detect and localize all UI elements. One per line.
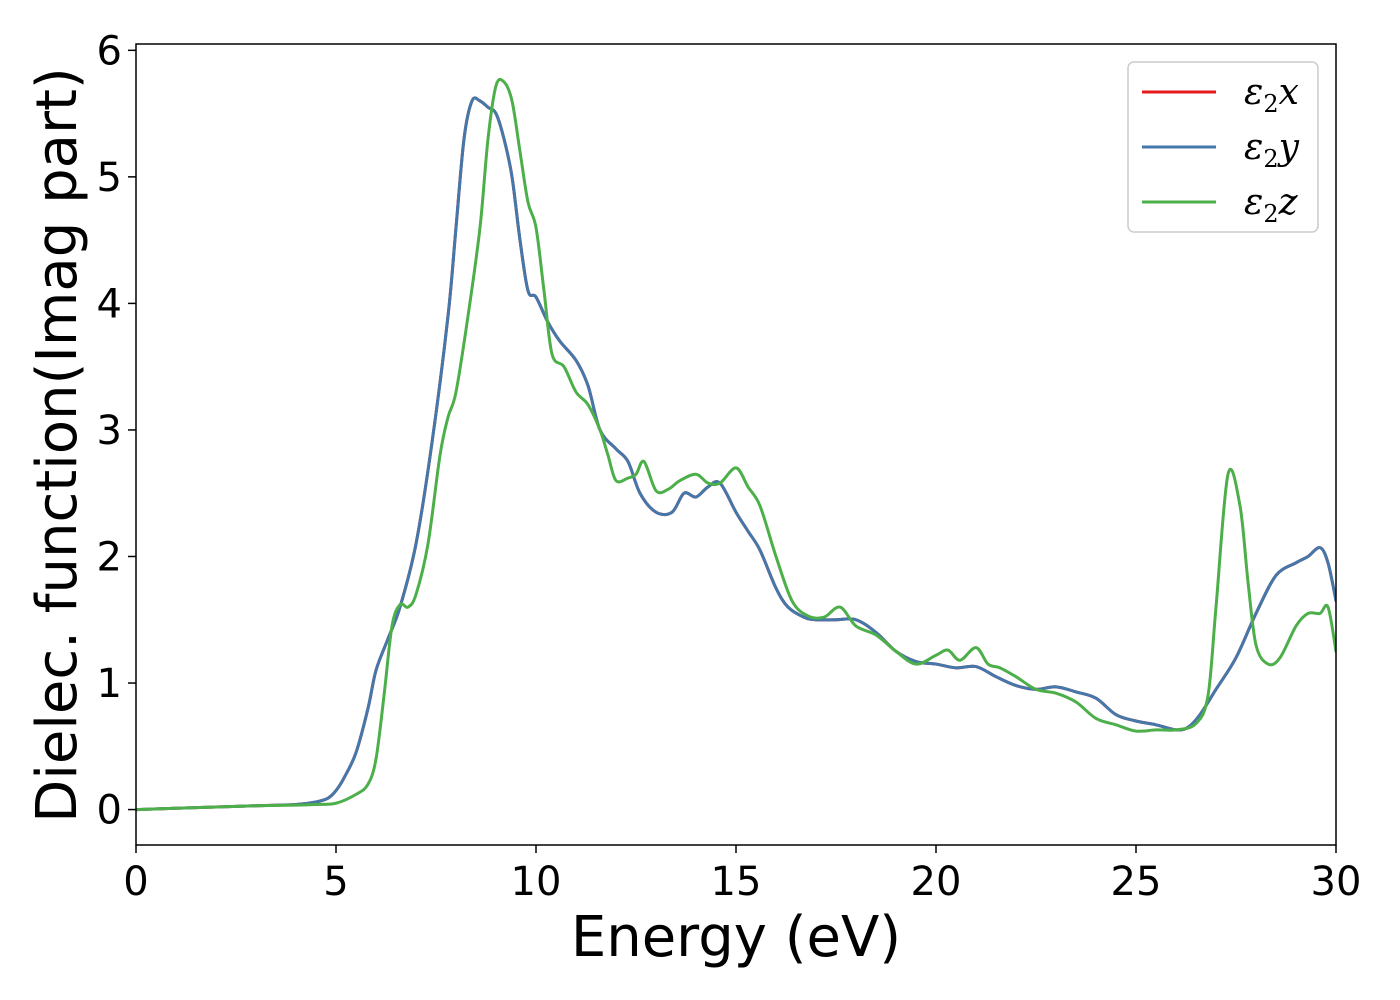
y-tick-label: 3 <box>97 408 122 454</box>
x-tick-label: 30 <box>1311 859 1362 905</box>
y-tick-label: 6 <box>97 28 122 74</box>
x-tick-label: 0 <box>123 859 148 905</box>
y-tick-label: 0 <box>97 788 122 834</box>
x-tick-label: 25 <box>1111 859 1162 905</box>
x-tick-label: 5 <box>323 859 348 905</box>
x-tick-label: 20 <box>911 859 962 905</box>
x-axis-title: Energy (eV) <box>571 905 901 970</box>
legend-label-x: ε2x <box>1244 72 1299 118</box>
series-layer <box>136 77 1336 812</box>
x-tick-label: 10 <box>511 859 562 905</box>
x-tick-label: 15 <box>711 859 762 905</box>
y-tick-label: 4 <box>97 281 122 327</box>
legend-label-z: ε2z <box>1244 182 1299 228</box>
y-tick-label: 1 <box>97 661 122 707</box>
x-axis-ticks: 0 5 10 15 20 25 30 <box>123 845 1361 905</box>
y-tick-label: 5 <box>97 155 122 201</box>
legend-box <box>1127 61 1319 233</box>
y-axis-ticks: 0 1 2 3 4 5 6 <box>97 28 136 834</box>
y-axis-title: Dielec. function(Imag part) <box>25 67 90 823</box>
legend: ε2x ε2y ε2z <box>1127 61 1319 233</box>
series-line-y <box>136 96 1336 812</box>
series-line-z <box>136 77 1336 812</box>
y-tick-label: 2 <box>97 534 122 580</box>
legend-label-y: ε2y <box>1244 127 1300 173</box>
